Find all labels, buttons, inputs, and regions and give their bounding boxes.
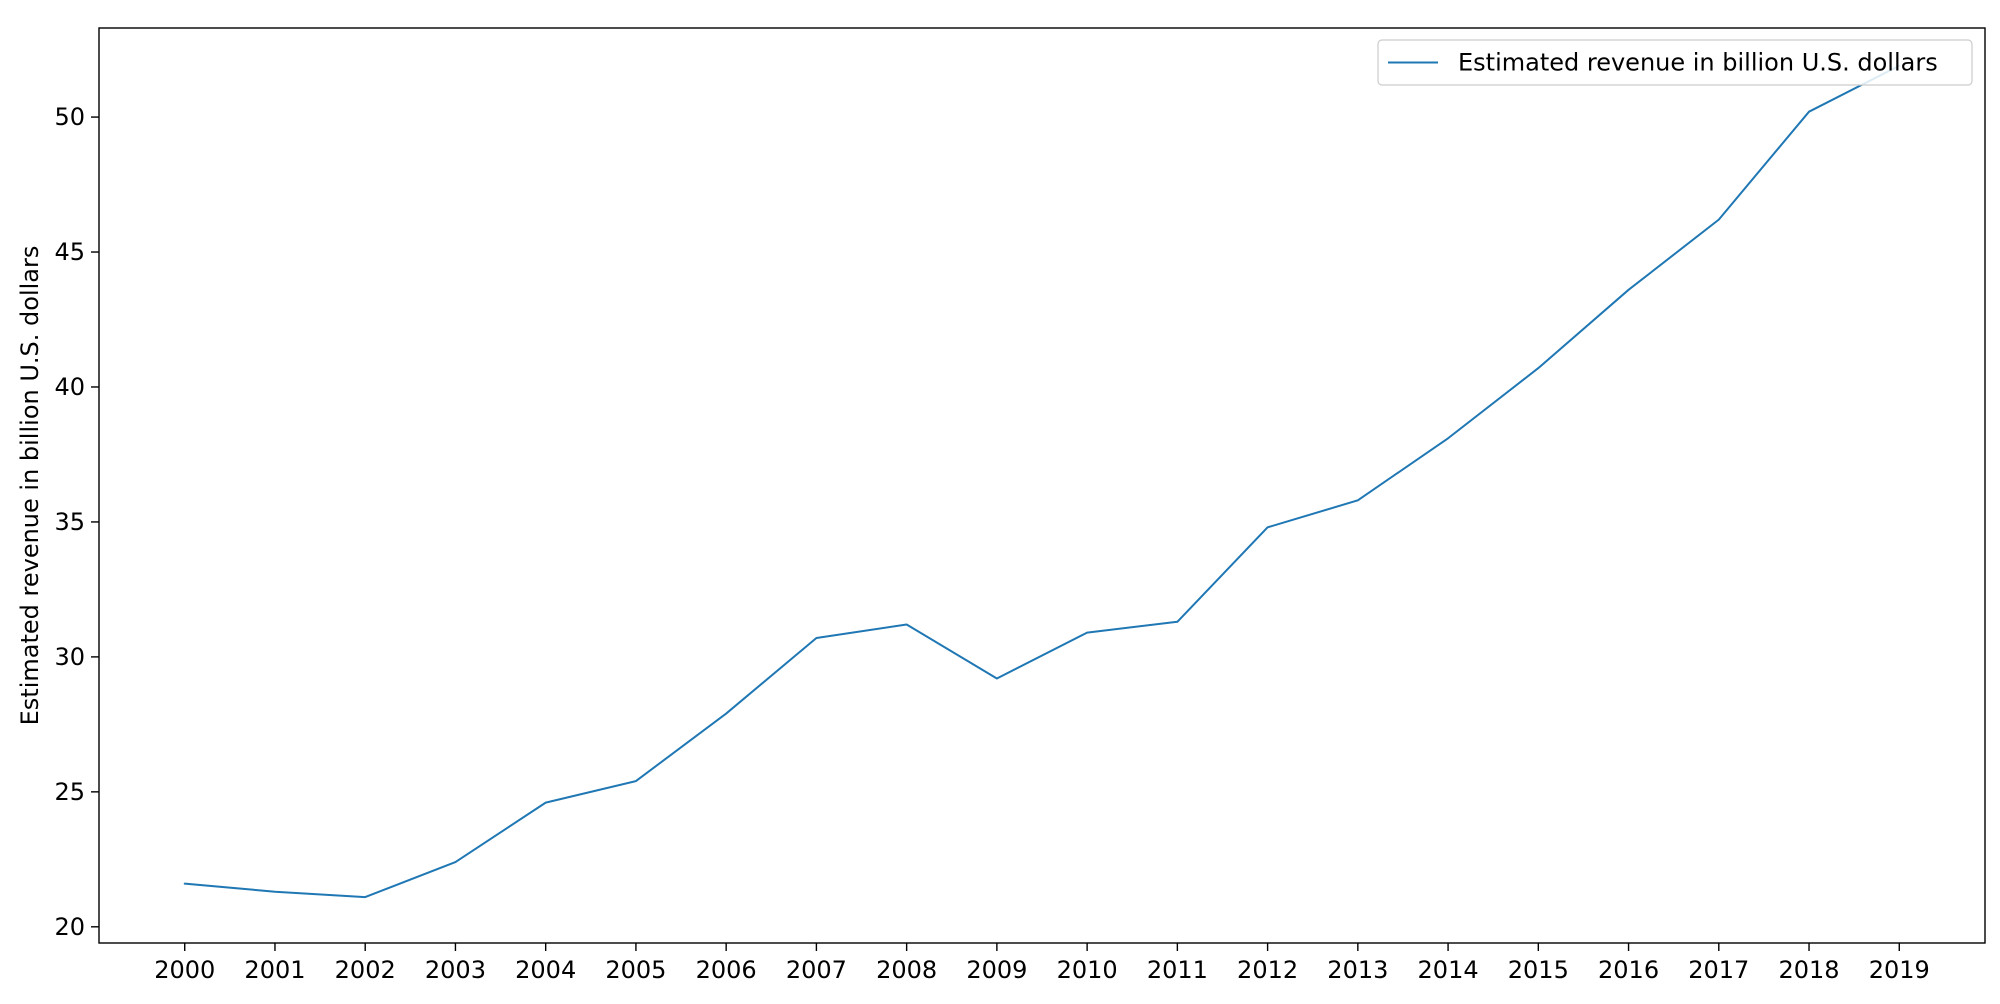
x-tick-label: 2004 [515, 956, 576, 984]
y-tick-label: 20 [54, 913, 85, 941]
legend-box [1377, 39, 1973, 86]
y-tick-label: 45 [54, 238, 85, 266]
x-tick-label: 2019 [1869, 956, 1930, 984]
x-tick-label: 2010 [1057, 956, 1118, 984]
x-tick-label: 2003 [425, 956, 486, 984]
x-tick-label: 2015 [1508, 956, 1569, 984]
legend: Estimated revenue in billion U.S. dollar… [1377, 39, 1973, 86]
x-tick-label: 2005 [605, 956, 666, 984]
x-tick-label: 2013 [1327, 956, 1388, 984]
x-tick-label: 2018 [1778, 956, 1839, 984]
plot-frame [98, 27, 1986, 944]
y-tick-label: 35 [54, 508, 85, 536]
x-tick-label: 2006 [696, 956, 757, 984]
x-tick-label: 2009 [966, 956, 1027, 984]
x-tick-label: 2011 [1147, 956, 1208, 984]
y-tick-label: 30 [54, 643, 85, 671]
y-tick-label: 25 [54, 778, 85, 806]
x-tick-label: 2012 [1237, 956, 1298, 984]
x-tick-label: 2017 [1688, 956, 1749, 984]
x-tick-label: 2014 [1418, 956, 1479, 984]
y-axis-label: Estimated revenue in billion U.S. dollar… [16, 246, 44, 726]
x-tick-label: 2007 [786, 956, 847, 984]
x-tick-label: 2002 [335, 956, 396, 984]
x-tick-label: 2000 [154, 956, 215, 984]
y-axis-ticks: 20 25 30 35 40 45 50 [54, 103, 99, 941]
y-tick-label: 40 [54, 373, 85, 401]
x-axis-ticks: 2000 2001 2002 2003 2004 2005 2006 2007 2008 2009… [154, 943, 1930, 984]
legend-label: Estimated revenue in billion U.S. dollar… [1458, 49, 1938, 77]
y-tick-label: 50 [54, 103, 85, 131]
series-line [183, 64, 1901, 899]
x-tick-label: 2008 [876, 956, 937, 984]
x-tick-label: 2001 [244, 956, 305, 984]
x-tick-label: 2016 [1598, 956, 1659, 984]
